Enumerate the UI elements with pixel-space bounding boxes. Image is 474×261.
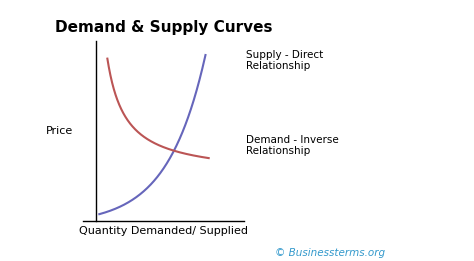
X-axis label: Quantity Demanded/ Supplied: Quantity Demanded/ Supplied	[79, 226, 248, 236]
Title: Demand & Supply Curves: Demand & Supply Curves	[55, 20, 273, 35]
Text: Supply - Direct
Relationship: Supply - Direct Relationship	[246, 50, 323, 71]
Text: Demand - Inverse
Relationship: Demand - Inverse Relationship	[246, 135, 338, 156]
Text: Price: Price	[46, 126, 73, 136]
Text: © Businessterms.org: © Businessterms.org	[275, 248, 385, 258]
